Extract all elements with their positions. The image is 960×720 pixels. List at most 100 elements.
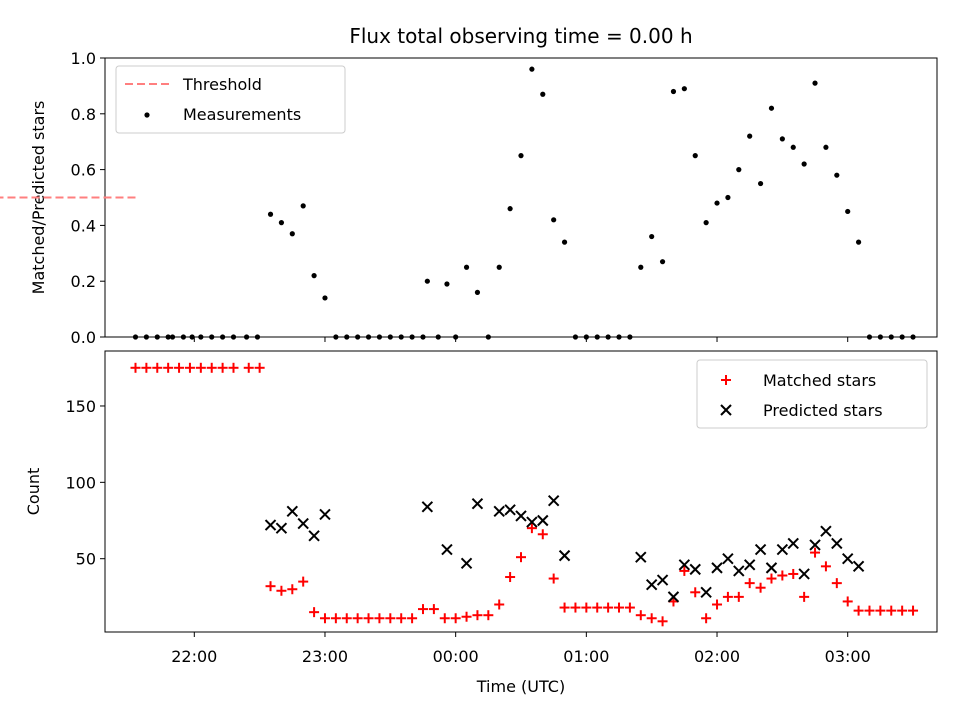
predicted-star-d2 [493,505,505,518]
measurement-point [812,80,818,86]
matched-star-point [319,613,330,624]
measurement-point [143,334,149,340]
matched-star-point [908,605,919,616]
matched-star-point [755,582,766,593]
measurement-point [779,136,785,142]
measurement-point [444,281,450,287]
measurement-point [790,144,796,150]
measurement-point [877,334,883,340]
predicted-star-point [547,494,560,507]
predicted-star-d2 [319,508,331,521]
matched-star-point [712,599,723,610]
measurement-point [267,211,274,217]
predicted-star-d2 [743,559,756,571]
predicted-star-d2 [547,494,560,507]
measurement-point [485,334,491,340]
matched-star-point [374,613,385,624]
predicted-star-point [689,563,701,576]
top-y-tick-label: 0.2 [71,272,96,291]
predicted-star-d2 [656,574,669,586]
measurement-point [866,334,873,340]
measurement-point [409,334,415,340]
matched-star-point [581,602,592,613]
measurement-point [561,239,568,245]
predicted-star-point [711,562,723,574]
matched-star-point [766,573,777,584]
measurement-point [311,273,317,279]
predicted-star-point [765,562,778,574]
measurement-point [322,295,328,301]
predicted-star-d2 [441,543,453,556]
matched-star-point [635,610,646,621]
predicted-star-d2 [841,552,854,565]
measurement-point [768,105,775,111]
predicted-star-point [471,498,484,510]
measurement-point [714,200,720,206]
measurement-point [583,334,589,340]
predicted-star-d2 [526,516,538,528]
predicted-star-point [831,537,843,550]
matched-star-point [690,587,701,598]
measurement-point [132,334,139,340]
measurement-point [376,334,383,340]
predicted-star-d2 [537,514,549,527]
matched-star-point [592,602,603,613]
bottom-x-tick-label: 00:00 [433,647,479,666]
predicted-star-point [700,586,712,599]
legend-matched-label: Matched stars [763,371,876,390]
matched-star-point [701,613,712,624]
measurement-point [398,334,404,340]
measurement-point [344,334,350,340]
predicted-star-point [733,565,745,577]
predicted-star-point [667,591,680,603]
measurement-point [254,334,261,340]
measurement-point [463,264,470,270]
measurement-point [594,334,600,340]
bottom-y-axis-label: Count [24,468,43,516]
matched-star-point [646,613,657,624]
measurement-point [243,334,250,340]
predicted-star-d2 [852,560,865,573]
matched-star-point [330,613,341,624]
predicted-star-d2 [471,498,484,510]
measurement-point [659,259,666,265]
predicted-star-point [526,516,538,528]
measurement-point [220,334,226,340]
matched-star-point [461,611,472,622]
matched-star-point [603,602,614,613]
measurement-point [627,334,633,340]
predicted-star-d2 [700,586,712,599]
predicted-star-point [754,543,767,556]
predicted-star-d2 [689,563,701,576]
predicted-star-point [275,522,288,534]
matched-star-point [799,591,810,602]
measurement-point [474,289,481,295]
measurement-point [529,66,535,72]
matched-star-point [853,605,864,616]
matched-star-point [516,552,526,563]
measurement-point [638,264,644,270]
predicted-star-d2 [733,565,745,577]
bottom-x-axis-label: Time (UTC) [476,677,565,696]
predicted-star-point [841,552,854,565]
measurement-point [289,231,295,237]
predicted-star-d2 [722,552,734,565]
predicted-star-d2 [504,504,516,516]
measurement-point [300,203,306,209]
bottom-x-tick-label: 01:00 [563,647,609,666]
matched-star-point [141,362,152,373]
predicted-star-d2 [558,549,571,562]
legend-predicted-swatch-d2 [720,404,732,416]
matched-star-point [614,602,625,613]
measurement-point [435,334,441,340]
legend-measurements-swatch [144,112,150,118]
top-y-tick-label: 0.8 [71,105,96,124]
predicted-star-point [493,505,505,518]
matched-star-point [276,585,287,596]
bottom-legend-box [696,359,928,429]
predicted-star-point [635,551,647,563]
matched-star-point [875,605,886,616]
predicted-star-point [441,543,453,556]
matched-star-point [722,591,733,602]
